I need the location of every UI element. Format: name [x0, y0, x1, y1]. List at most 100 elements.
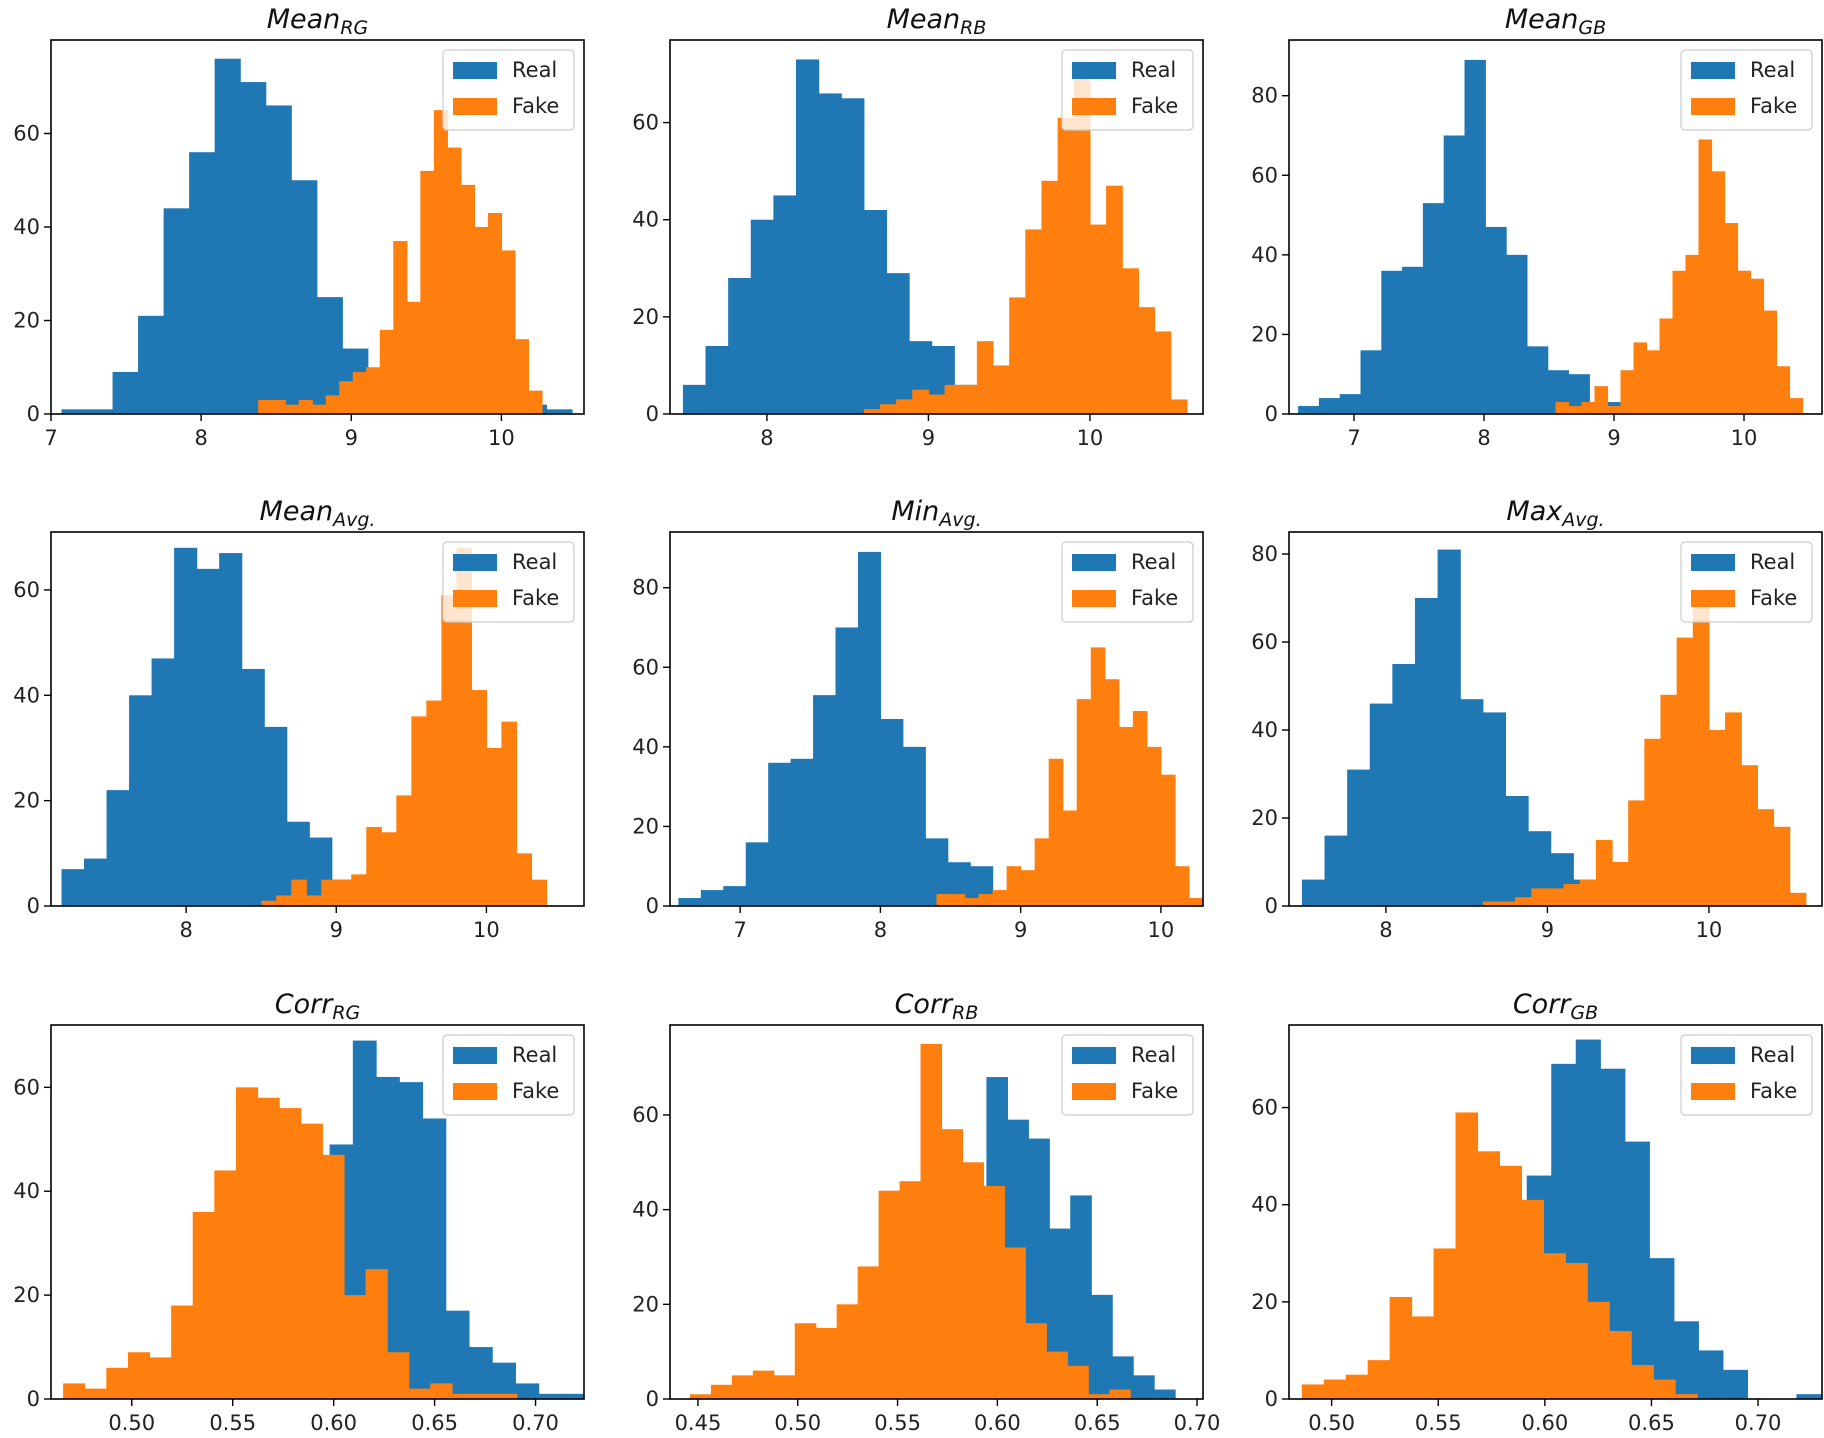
bar-fake [1737, 270, 1752, 414]
legend-swatch-fake [453, 98, 497, 115]
bar-fake [1789, 398, 1804, 414]
x-tick-label: 0.60 [310, 1411, 357, 1435]
bar-fake [300, 1123, 323, 1399]
subplot-title-sub: RG [340, 17, 368, 39]
plot-area [61, 58, 573, 414]
legend-label-fake: Fake [1750, 586, 1797, 610]
bar-fake [406, 301, 421, 414]
x-tick-label: 9 [1014, 918, 1027, 942]
bar-fake [474, 227, 489, 414]
subplot-title-main: Corr [1513, 989, 1572, 1020]
bar-real [1722, 1369, 1748, 1399]
bar-fake [1607, 406, 1622, 414]
bar-fake [1477, 1151, 1501, 1399]
y-tick-label: 40 [13, 215, 40, 239]
bar-fake [964, 898, 980, 906]
bar-real [61, 409, 88, 414]
bar-real [1324, 835, 1348, 906]
subplot-6: 8 9 10 0 20 40 60 80 MaxAvg. Real Fake [1251, 496, 1823, 942]
x-tick-label: 0.55 [874, 1411, 921, 1435]
bar-fake [899, 1181, 922, 1399]
bar-fake [976, 341, 994, 414]
bar-fake [84, 1388, 107, 1399]
legend-label-real: Real [512, 1043, 557, 1067]
plot-area [61, 547, 548, 906]
bar-fake [1048, 758, 1064, 906]
bar-fake [1076, 699, 1092, 906]
bar-fake [1609, 1331, 1632, 1399]
x-tick-label: 0.65 [411, 1411, 458, 1435]
bar-real [813, 695, 837, 906]
subplot-title-main: Mean [1505, 4, 1579, 35]
bar-real [1482, 712, 1507, 906]
bar-fake [1004, 1247, 1026, 1399]
y-tick-label: 60 [632, 655, 659, 679]
x-tick-label: 10 [1077, 426, 1104, 450]
bar-fake [473, 1393, 496, 1399]
bar-real [700, 890, 724, 906]
subplot-title: MeanRB [887, 4, 987, 39]
y-tick-label: 20 [1251, 322, 1278, 346]
bar-fake [1046, 1351, 1068, 1399]
bar-fake [1555, 402, 1570, 414]
x-tick-label: 8 [179, 918, 192, 942]
bar-fake [1595, 840, 1613, 906]
plot-area [682, 59, 1188, 414]
bar-fake [1776, 366, 1791, 414]
bar-fake [366, 367, 381, 414]
bar-real [682, 384, 707, 414]
subplot-title: CorrRB [895, 989, 979, 1024]
bar-fake [127, 1352, 151, 1399]
bar-fake [1160, 774, 1176, 906]
bar-real [151, 658, 175, 906]
bar-fake [291, 879, 307, 906]
bar-fake [1009, 297, 1026, 414]
bar-fake [1067, 1365, 1089, 1399]
bar-fake [1711, 171, 1726, 414]
legend-label-fake: Fake [1750, 94, 1797, 118]
bar-fake [1090, 647, 1106, 906]
bar-fake [351, 874, 367, 906]
bar-fake [1025, 229, 1043, 414]
bar-fake [1367, 1360, 1391, 1399]
bar-real [241, 668, 265, 906]
bar-real [422, 1118, 447, 1399]
y-tick-label: 60 [1251, 163, 1278, 187]
bar-real [1369, 703, 1393, 906]
subplot-7: 0.50 0.55 0.60 0.65 0.70 0 20 40 60 CorrRG Real Fak… [13, 989, 585, 1435]
bar-fake [1628, 800, 1645, 906]
y-tick-label: 20 [632, 305, 659, 329]
bar-real [214, 58, 241, 414]
y-tick-label: 40 [13, 1179, 40, 1203]
bar-fake [1660, 694, 1678, 906]
subplot-title-sub: RB [952, 1002, 978, 1024]
y-tick-label: 20 [13, 789, 40, 813]
x-tick-label: 10 [473, 918, 500, 942]
bar-real [1673, 1321, 1699, 1399]
bar-fake [878, 1190, 901, 1399]
bar-fake [1515, 897, 1532, 906]
bar-real [728, 278, 752, 414]
y-tick-label: 40 [1251, 718, 1278, 742]
legend-swatch-real [1691, 62, 1735, 79]
bar-fake [426, 700, 442, 906]
bar-fake [1685, 254, 1700, 414]
bar-fake [1025, 1323, 1047, 1399]
bar-real [1112, 1356, 1134, 1399]
legend-label-real: Real [1131, 550, 1176, 574]
bar-real [678, 898, 702, 906]
bar-fake [276, 895, 292, 906]
bar-real [1339, 394, 1362, 414]
bar-fake [1587, 1301, 1610, 1399]
y-tick-label: 0 [1265, 1387, 1278, 1411]
bar-fake [279, 1108, 302, 1399]
bar-real [925, 838, 949, 906]
bar-fake [941, 1129, 964, 1399]
bar-real [902, 746, 926, 906]
bar-fake [689, 1394, 712, 1399]
x-tick-label: 0.65 [1628, 1411, 1675, 1435]
bar-fake [261, 900, 277, 906]
bar-fake [962, 1162, 985, 1399]
x-tick-label: 0.60 [1521, 1411, 1568, 1435]
bar-fake [1498, 901, 1516, 906]
